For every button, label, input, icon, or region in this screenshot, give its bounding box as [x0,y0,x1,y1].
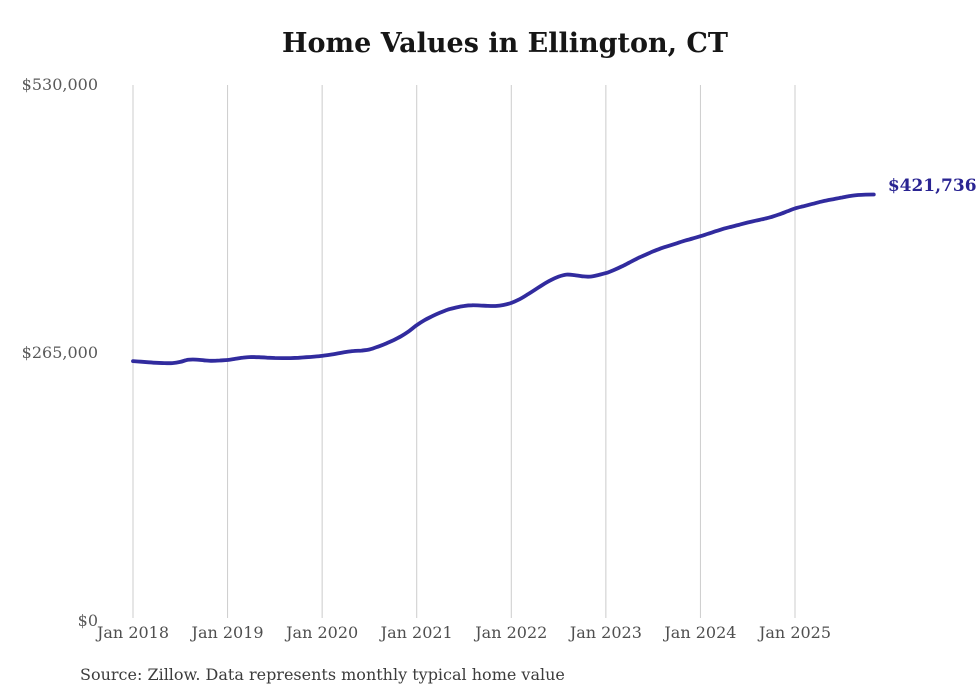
x-axis-label: Jan 2019 [191,623,264,642]
x-axis-label: Jan 2018 [96,623,170,642]
x-axis-label: Jan 2025 [758,623,832,642]
latest-value-label: $421,736 [887,176,977,197]
source-note: Source: Zillow. Data represents monthly … [80,665,565,684]
y-axis-label: $530,000 [21,75,98,94]
x-axis-label: Jan 2021 [380,623,453,642]
x-axis-label: Jan 2020 [286,623,359,642]
chart-title: Home Values in Ellington, CT [282,28,728,59]
x-axis-label: Jan 2023 [569,623,642,642]
y-axis-label: $0 [77,611,98,630]
x-axis-label: Jan 2024 [664,623,737,642]
x-axis-label: Jan 2022 [475,623,548,642]
home-value-line [131,192,876,366]
y-axis-label: $265,000 [21,343,98,362]
gridlines [132,85,796,618]
